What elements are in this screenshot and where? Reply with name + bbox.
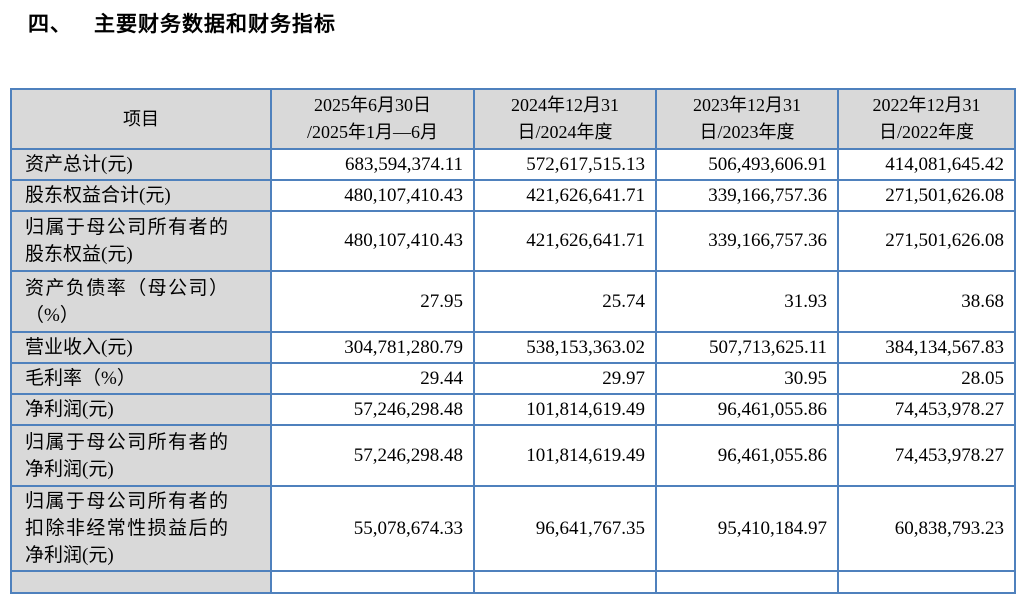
section-heading: 四、 主要财务数据和财务指标 [28, 12, 336, 38]
row-value: 31.93 [655, 270, 839, 333]
row-value: 30.95 [655, 362, 839, 395]
column-header-2022: 2022年12月31 日/2022年度 [837, 88, 1016, 150]
table-row: 营业收入(元) 304,781,280.79 538,153,363.02 507,7… [10, 331, 1016, 364]
table-row: 归属于母公司所有者的扣除非经常性损益后的净利润(元) 55,078,674.33 9… [10, 485, 1016, 572]
row-value: 339,166,757.36 [655, 179, 839, 212]
row-label: 归属于母公司所有者的股东权益(元) [10, 210, 272, 272]
row-value: 38.68 [837, 270, 1016, 333]
row-value: 480,107,410.43 [270, 179, 475, 212]
row-value: 27.95 [270, 270, 475, 333]
row-value: 572,617,515.13 [473, 148, 657, 181]
row-value: 414,081,645.42 [837, 148, 1016, 181]
column-header-2023: 2023年12月31 日/2023年度 [655, 88, 839, 150]
section-title: 主要财务数据和财务指标 [94, 13, 336, 36]
row-value [473, 570, 657, 594]
table-row: 归属于母公司所有者的股东权益(元) 480,107,410.43 421,626,6… [10, 210, 1016, 272]
table-row: 毛利率（%） 29.44 29.97 30.95 28.05 [10, 362, 1016, 395]
row-value: 101,814,619.49 [473, 424, 657, 487]
row-value: 480,107,410.43 [270, 210, 475, 272]
row-value: 74,453,978.27 [837, 393, 1016, 426]
table-row: 股东权益合计(元) 480,107,410.43 421,626,641.71 339… [10, 179, 1016, 212]
header-row: 项目 2025年6月30日 /2025年1月—6月 2024年12月31 日/2… [10, 88, 1016, 150]
row-value: 57,246,298.48 [270, 424, 475, 487]
row-value: 96,641,767.35 [473, 485, 657, 572]
row-label: 净利润(元) [10, 393, 272, 426]
financial-table: 项目 2025年6月30日 /2025年1月—6月 2024年12月31 日/2… [10, 88, 1016, 594]
row-value: 339,166,757.36 [655, 210, 839, 272]
row-label: 资产总计(元) [10, 148, 272, 181]
row-value: 55,078,674.33 [270, 485, 475, 572]
table-row: 归属于母公司所有者的净利润(元) 57,246,298.48 101,814,619… [10, 424, 1016, 487]
row-value: 96,461,055.86 [655, 424, 839, 487]
row-value: 271,501,626.08 [837, 179, 1016, 212]
row-value: 95,410,184.97 [655, 485, 839, 572]
row-label [10, 570, 272, 594]
table-row [10, 570, 1016, 594]
row-value: 28.05 [837, 362, 1016, 395]
table-header: 项目 2025年6月30日 /2025年1月—6月 2024年12月31 日/2… [10, 88, 1016, 150]
row-label: 毛利率（%） [10, 362, 272, 395]
table-body: 资产总计(元) 683,594,374.11 572,617,515.13 506,4… [10, 148, 1016, 594]
row-value: 74,453,978.27 [837, 424, 1016, 487]
row-value: 25.74 [473, 270, 657, 333]
row-value [270, 570, 475, 594]
row-value: 60,838,793.23 [837, 485, 1016, 572]
row-value: 271,501,626.08 [837, 210, 1016, 272]
row-value [837, 570, 1016, 594]
row-value: 384,134,567.83 [837, 331, 1016, 364]
row-value: 506,493,606.91 [655, 148, 839, 181]
section-number: 四、 [28, 13, 72, 36]
row-value: 96,461,055.86 [655, 393, 839, 426]
column-header-2024: 2024年12月31 日/2024年度 [473, 88, 657, 150]
table-row: 资产总计(元) 683,594,374.11 572,617,515.13 506,4… [10, 148, 1016, 181]
row-value: 57,246,298.48 [270, 393, 475, 426]
row-label: 资产负债率（母公司）（%） [10, 270, 272, 333]
row-value: 29.44 [270, 362, 475, 395]
row-label: 归属于母公司所有者的扣除非经常性损益后的净利润(元) [10, 485, 272, 572]
row-value: 421,626,641.71 [473, 210, 657, 272]
column-header-item: 项目 [10, 88, 272, 150]
row-value: 683,594,374.11 [270, 148, 475, 181]
row-value: 538,153,363.02 [473, 331, 657, 364]
row-value: 29.97 [473, 362, 657, 395]
table-row: 资产负债率（母公司）（%） 27.95 25.74 31.93 38.68 [10, 270, 1016, 333]
page: { "heading": { "index": "四、", "title": "… [10, 12, 1016, 594]
row-value: 507,713,625.11 [655, 331, 839, 364]
row-value: 421,626,641.71 [473, 179, 657, 212]
row-value: 304,781,280.79 [270, 331, 475, 364]
row-value: 101,814,619.49 [473, 393, 657, 426]
column-header-2025: 2025年6月30日 /2025年1月—6月 [270, 88, 475, 150]
row-label: 股东权益合计(元) [10, 179, 272, 212]
table-row: 净利润(元) 57,246,298.48 101,814,619.49 96,461,… [10, 393, 1016, 426]
row-label: 营业收入(元) [10, 331, 272, 364]
row-label: 归属于母公司所有者的净利润(元) [10, 424, 272, 487]
row-value [655, 570, 839, 594]
